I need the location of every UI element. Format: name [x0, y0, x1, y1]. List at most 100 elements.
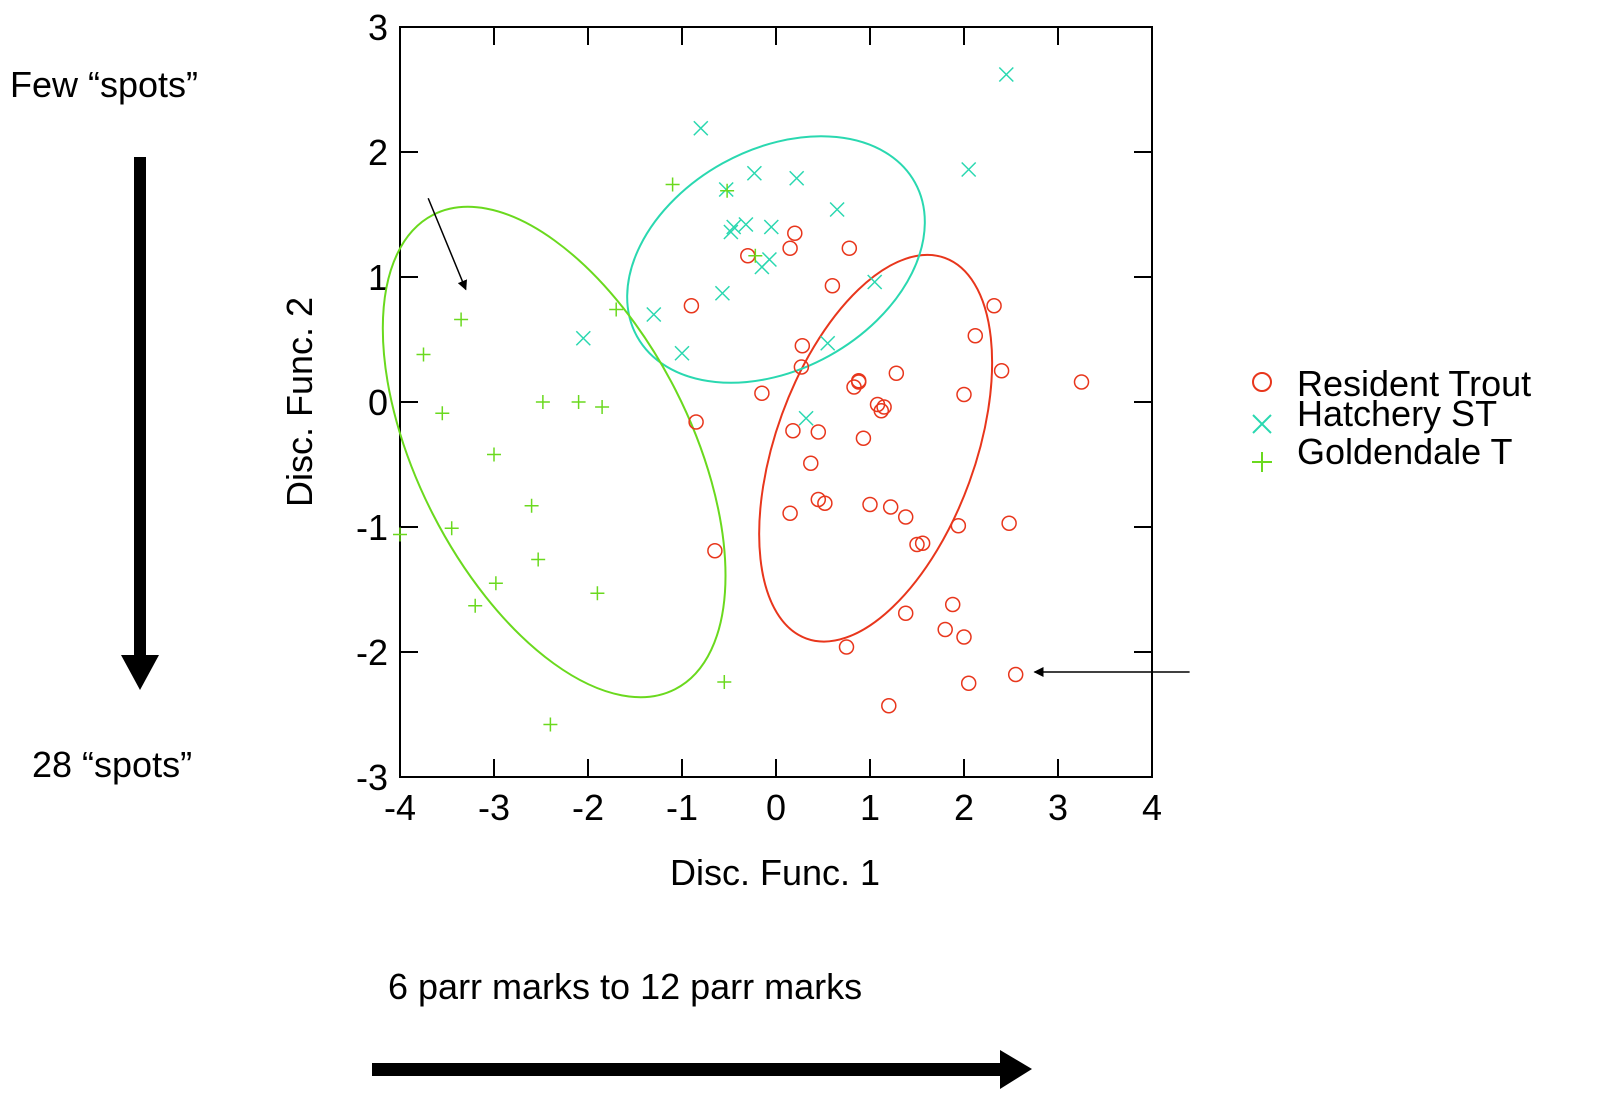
data-point: [810, 424, 827, 440]
x-tick-label: 1: [860, 787, 880, 828]
data-point: [897, 509, 914, 525]
y-tick-label: -3: [356, 757, 388, 798]
legend: Resident Trout Hatchery ST Goldendale T: [1252, 363, 1531, 472]
data-point: [454, 312, 469, 327]
y-tick-label: -1: [356, 507, 388, 548]
legend-marker-goldendale: [1252, 452, 1272, 472]
confidence-ellipse: [381, 205, 727, 699]
data-point: [803, 455, 819, 471]
legend-marker-hatchery: [1252, 414, 1272, 434]
plot-frame: [399, 26, 1153, 778]
data-point: [748, 248, 763, 263]
data-point: [961, 161, 977, 178]
data-point: [720, 183, 735, 198]
data-point: [998, 66, 1014, 83]
data-point: [609, 302, 624, 317]
data-point: [444, 521, 459, 536]
data-point: [575, 330, 591, 346]
data-point: [723, 224, 739, 240]
y-tick-label: -2: [356, 632, 388, 673]
y-tick-label: 2: [368, 132, 388, 173]
data-point: [393, 527, 407, 542]
x-tick-label: -1: [666, 787, 698, 828]
data-point: [1073, 374, 1090, 390]
data-point: [787, 225, 803, 241]
legend-marker-resident: [1252, 372, 1272, 392]
legend-label-resident: Resident Trout: [1297, 363, 1531, 404]
legend-label-goldendale: Goldendale T: [1297, 431, 1513, 472]
data-point: [960, 675, 977, 691]
data-point: [646, 306, 662, 323]
data-point: [873, 403, 890, 419]
horizontal-arrow: [372, 1050, 1032, 1089]
data-point: [416, 347, 431, 362]
data-point: [763, 219, 779, 235]
x-tick-label: -3: [478, 787, 510, 828]
many-spots-label: 28 “spots”: [32, 744, 193, 785]
data-point: [718, 181, 734, 198]
y-tick-label: 0: [368, 382, 388, 423]
data-point: [829, 201, 845, 218]
x-tick-label: 3: [1048, 787, 1068, 828]
data-point: [782, 505, 798, 521]
data-point: [950, 518, 967, 534]
data-point: [888, 365, 905, 381]
data-point: [487, 447, 501, 462]
data-point: [850, 374, 867, 390]
data-point: [993, 363, 1010, 379]
data-point: [841, 240, 858, 256]
data-point: [754, 385, 770, 401]
data-point: [855, 430, 872, 446]
data-point: [665, 177, 680, 192]
data-point: [761, 251, 777, 268]
annotation-arrow: [427, 197, 467, 291]
data-point: [531, 552, 546, 567]
data-point: [867, 274, 883, 290]
data-point: [535, 395, 550, 409]
data-point: [693, 120, 709, 136]
data-point: [876, 399, 892, 415]
data-point: [683, 298, 700, 314]
data-point: [435, 406, 450, 421]
data-point: [794, 338, 811, 354]
x-axis-title: Disc. Func. 1: [670, 852, 880, 893]
data-point: [909, 536, 925, 553]
vertical-arrow: [121, 157, 159, 690]
data-point: [944, 596, 961, 613]
data-point: [595, 400, 610, 414]
data-point: [707, 543, 723, 559]
data-point: [782, 240, 798, 256]
x-tick-label: -4: [384, 787, 416, 828]
data-point: [956, 386, 972, 403]
confidence-ellipse: [758, 253, 994, 643]
data-point: [789, 170, 805, 186]
data-point: [838, 639, 855, 655]
data-point: [956, 629, 972, 645]
data-point: [914, 535, 931, 551]
data-point: [590, 586, 605, 601]
data-point: [817, 495, 833, 511]
y-tick-label: 1: [368, 257, 388, 298]
parr-marks-label: 6 parr marks to 12 parr marks: [388, 966, 863, 1007]
data-point: [785, 423, 801, 439]
x-tick-label: -2: [572, 787, 604, 828]
data-point: [543, 717, 558, 732]
data-point: [1001, 515, 1017, 531]
data-point: [798, 410, 814, 426]
data-point: [882, 499, 899, 515]
data-point: [967, 328, 984, 344]
few-spots-label: Few “spots”: [10, 64, 199, 105]
x-tick-label: 2: [954, 787, 974, 828]
data-point: [717, 675, 732, 689]
data-point: [488, 576, 503, 591]
data-point: [524, 498, 539, 513]
data-point: [688, 414, 704, 430]
data-point: [571, 395, 586, 409]
data-point: [881, 698, 897, 714]
data-point: [674, 345, 690, 361]
x-tick-label: 4: [1142, 787, 1162, 828]
data-point: [1007, 666, 1024, 683]
data-point: [820, 335, 836, 351]
confidence-ellipse: [626, 135, 926, 384]
